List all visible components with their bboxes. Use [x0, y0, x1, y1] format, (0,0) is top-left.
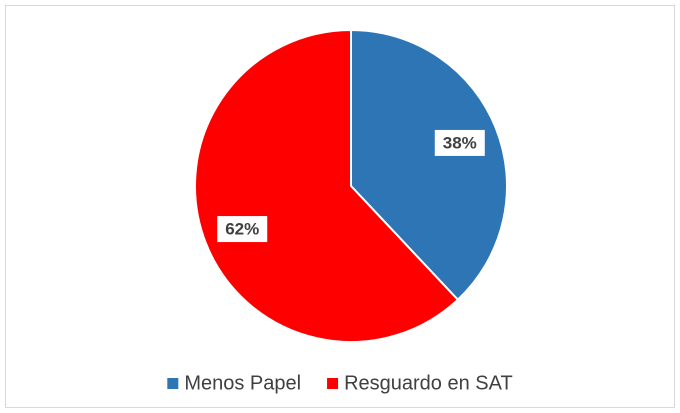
legend-label: Resguardo en SAT [344, 372, 513, 394]
data-label-box [434, 129, 485, 156]
pie-slice [194, 28, 460, 343]
legend-swatch [167, 378, 179, 389]
data-label: 38% [443, 133, 477, 152]
legend-label: Menos Papel [184, 372, 301, 394]
data-label: 62% [225, 220, 259, 239]
pie-slice [350, 28, 508, 302]
data-label-box [217, 216, 268, 243]
legend-swatch [327, 378, 339, 389]
